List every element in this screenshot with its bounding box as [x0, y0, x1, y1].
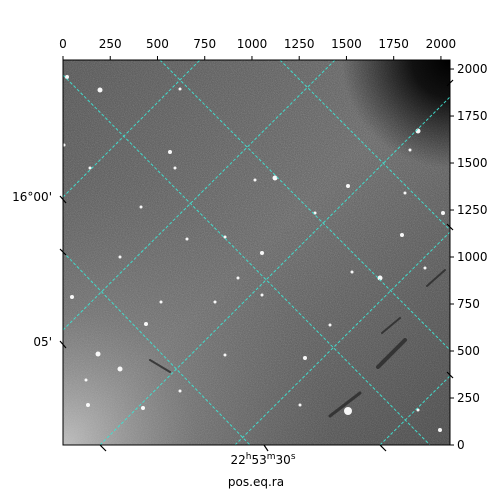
grid-line: [99, 96, 450, 445]
grid-line: [63, 60, 201, 198]
star: [178, 87, 182, 91]
ra-seconds: 30: [276, 453, 291, 467]
star: [118, 255, 122, 259]
x-axis-label: pos.eq.ra: [228, 475, 284, 489]
star: [178, 389, 182, 393]
star: [173, 166, 177, 170]
wcs-tick-mark: [99, 444, 107, 452]
top-tick-label: 1000: [237, 37, 268, 51]
star-field: [63, 75, 445, 432]
right-tick-label: 750: [457, 297, 480, 311]
grid-line: [63, 60, 336, 331]
star: [344, 407, 352, 415]
star: [168, 150, 172, 154]
right-tick-label: 1500: [457, 156, 488, 170]
star: [346, 184, 350, 188]
star: [223, 235, 227, 239]
right-tick-label: 500: [457, 344, 480, 358]
star: [328, 323, 332, 327]
star: [95, 351, 101, 357]
grid-line: [234, 231, 450, 445]
star: [117, 366, 123, 372]
right-tick-label: 250: [457, 391, 480, 405]
star: [144, 322, 148, 326]
star: [377, 275, 383, 281]
dec-tick-label-2: 05': [33, 335, 52, 349]
wcs-tick-mark: [59, 195, 67, 204]
ra-tick-label: 22h53m30s: [230, 452, 295, 467]
top-tick-label: 0: [59, 37, 67, 51]
star: [423, 266, 427, 270]
star: [141, 406, 145, 410]
trail: [376, 338, 407, 369]
wcs-tick-mark: [59, 340, 67, 349]
star: [350, 270, 354, 274]
right-tick-label: 1250: [457, 203, 488, 217]
wcs-tick-mark: [379, 444, 387, 452]
wcs-tick-mark: [446, 79, 454, 87]
star: [139, 205, 143, 209]
star: [88, 166, 92, 170]
star: [70, 295, 74, 299]
ra-minutes: 53: [251, 453, 266, 467]
ra-seconds-unit: s: [291, 452, 296, 462]
star: [159, 300, 163, 304]
grid-line: [379, 375, 450, 445]
trail: [381, 317, 401, 334]
wcs-tick-mark: [263, 444, 269, 452]
trail: [328, 391, 362, 418]
star: [303, 356, 307, 360]
wcs-ticks: [59, 79, 454, 452]
star: [65, 75, 69, 79]
right-pixel-axis: 0 250 500 750 1000 1250 1500 1750 2000: [450, 62, 488, 452]
star: [86, 403, 90, 407]
ra-minutes-unit: m: [267, 452, 276, 462]
top-tick-label: 1250: [284, 37, 315, 51]
star: [260, 293, 264, 297]
star: [403, 191, 407, 195]
top-tick-label: 250: [99, 37, 122, 51]
right-tick-label: 0: [457, 438, 465, 452]
coordinate-grid: [63, 60, 450, 445]
sky-image: [63, 60, 450, 445]
star: [63, 143, 66, 147]
star: [260, 251, 264, 255]
star: [185, 237, 189, 241]
ra-hours-unit: h: [246, 452, 252, 462]
grid-line: [279, 60, 450, 231]
right-tick-label: 2000: [457, 62, 488, 76]
star: [97, 87, 103, 93]
star: [213, 300, 217, 304]
right-tick-label: 1750: [457, 109, 488, 123]
top-tick-label: 1500: [331, 37, 362, 51]
wcs-tick-mark: [59, 248, 67, 256]
satellite-trails: [149, 269, 446, 418]
top-tick-label: 2000: [426, 37, 457, 51]
top-tick-label: 500: [146, 37, 169, 51]
top-tick-label: 1750: [378, 37, 409, 51]
grid-line: [63, 74, 431, 445]
right-tick-label: 1000: [457, 250, 488, 264]
wcs-tick-mark: [446, 223, 454, 231]
ra-hours: 22: [230, 453, 245, 467]
star: [272, 175, 278, 181]
star: [400, 233, 404, 237]
trail: [149, 359, 171, 373]
star: [416, 408, 420, 412]
star: [223, 353, 227, 357]
top-pixel-axis: 0 250 500 750 1000 1250 1500 1750 2000: [59, 37, 456, 60]
star: [236, 276, 240, 280]
trail: [426, 269, 446, 287]
star: [408, 148, 412, 152]
star: [441, 211, 445, 215]
star: [438, 428, 442, 432]
wcs-tick-mark: [446, 371, 454, 379]
star: [253, 178, 257, 182]
grid-line: [159, 60, 450, 351]
top-tick-label: 750: [193, 37, 216, 51]
star: [298, 403, 302, 407]
dec-tick-label-1: 16°00': [12, 190, 52, 204]
star: [84, 378, 88, 382]
